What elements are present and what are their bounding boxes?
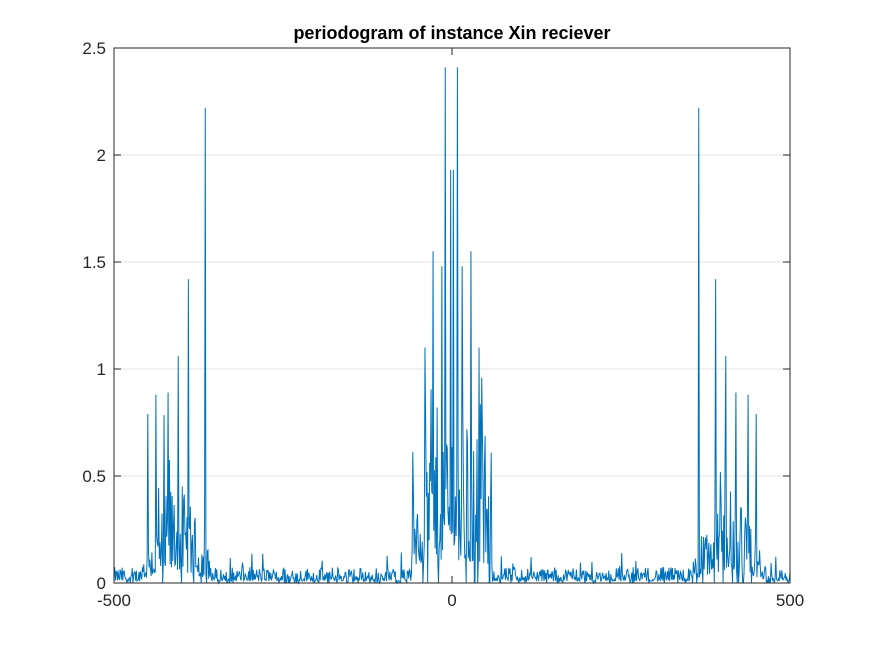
y-tick-label: 0.5 [82,467,106,486]
y-tick-label: 1 [97,360,106,379]
tick-marks [113,47,791,584]
y-tick-label: 0 [97,574,106,593]
y-tick-label: 2 [97,146,106,165]
series-layer [113,67,791,585]
y-tick-label: 1.5 [82,253,106,272]
y-tick-label: 2.5 [82,39,106,58]
periodogram-series-line [113,67,791,585]
x-tick-label: 0 [447,591,456,610]
x-tick-label: -500 [97,591,131,610]
grid-lines [114,154,790,477]
x-tick-label: 500 [776,591,804,610]
chart-title: periodogram of instance Xin reciever [293,23,610,43]
